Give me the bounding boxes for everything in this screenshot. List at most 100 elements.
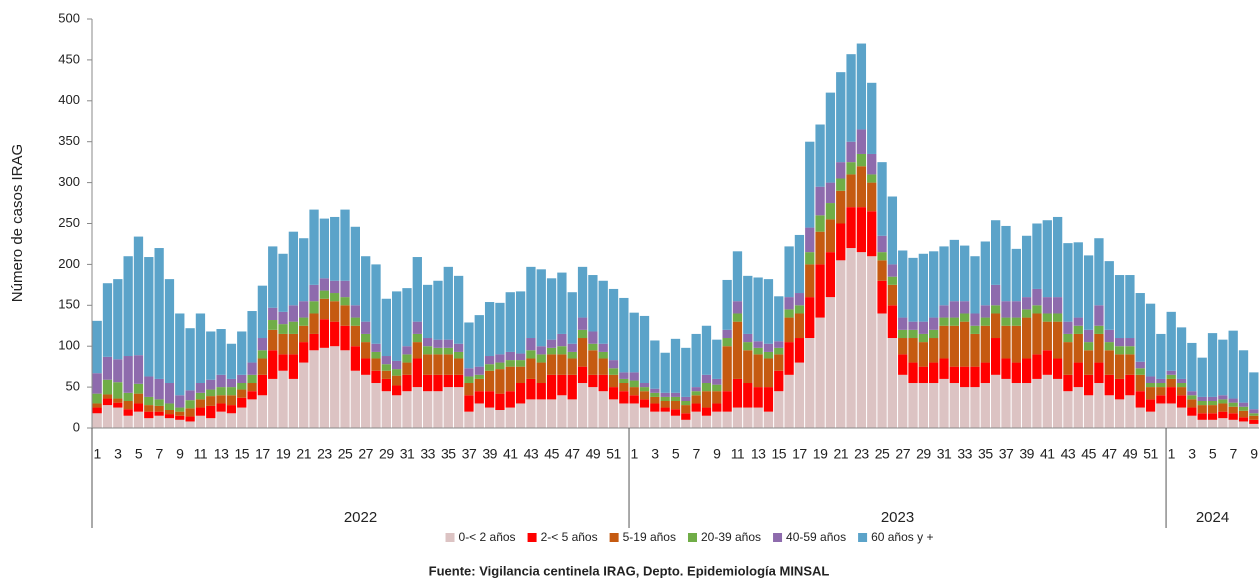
bar-segment xyxy=(371,343,381,352)
x-tick-label: 23 xyxy=(317,446,332,462)
bar-segment xyxy=(1001,317,1011,326)
bar-segment xyxy=(980,241,990,306)
bar-segment xyxy=(805,338,815,428)
bar-segment xyxy=(381,356,391,365)
bar-segment xyxy=(794,362,805,428)
legend-swatch xyxy=(609,533,619,542)
bar-segment xyxy=(991,284,1001,306)
bar-segment xyxy=(350,305,360,318)
bar-segment xyxy=(949,301,959,318)
bar-segment xyxy=(1063,342,1073,375)
bar-segment xyxy=(102,356,113,380)
y-tick-label: 450 xyxy=(58,51,80,66)
bar-segment xyxy=(908,257,918,322)
x-tick-label: 7 xyxy=(155,446,163,462)
bar-segment xyxy=(288,354,299,379)
bar-segment xyxy=(257,350,268,359)
bar-segment xyxy=(402,391,412,428)
bar-segment xyxy=(515,366,526,384)
bar-segment xyxy=(288,305,299,322)
bar-segment xyxy=(557,333,567,347)
bar-segment xyxy=(701,374,712,384)
bar-segment xyxy=(195,383,206,393)
bar-segment xyxy=(495,410,505,428)
bar-segment xyxy=(815,264,825,318)
bar-segment xyxy=(268,307,278,321)
bar-segment xyxy=(753,387,763,408)
bar-segment xyxy=(939,325,949,359)
x-tick-label: 51 xyxy=(606,446,621,462)
bar-segment xyxy=(743,333,753,343)
bar-segment xyxy=(92,403,102,408)
bar-segment xyxy=(1207,396,1218,402)
bar-segment xyxy=(1001,378,1011,428)
bar-segment xyxy=(918,321,929,334)
bar-segment xyxy=(856,43,867,130)
x-tick-label: 29 xyxy=(379,446,394,462)
bar-segment xyxy=(1021,235,1032,298)
bar-segment xyxy=(1176,387,1187,396)
bar-segment xyxy=(1114,338,1125,347)
bar-segment xyxy=(319,319,330,348)
legend-swatch xyxy=(858,533,868,542)
bar-segment xyxy=(650,396,660,404)
bar-segment xyxy=(980,317,990,326)
bar-segment xyxy=(608,368,619,375)
bar-segment xyxy=(1114,378,1125,400)
bar-segment xyxy=(505,366,515,392)
bar-segment xyxy=(1073,325,1083,334)
bar-segment xyxy=(1083,342,1094,351)
bar-segment xyxy=(113,407,123,428)
bar-segment xyxy=(464,411,474,428)
bar-segment xyxy=(350,370,360,428)
bar-segment xyxy=(1052,321,1063,359)
bar-segment xyxy=(309,313,319,334)
bar-segment xyxy=(918,333,929,343)
bar-segment xyxy=(206,379,216,390)
bar-segment xyxy=(898,317,908,330)
bar-segment xyxy=(1094,238,1104,306)
bar-segment xyxy=(453,358,464,375)
bar-segment xyxy=(887,276,898,285)
bar-segment xyxy=(960,245,970,302)
bar-segment xyxy=(929,251,939,318)
bar-segment xyxy=(1218,399,1228,404)
bar-segment xyxy=(929,338,939,363)
bar-segment xyxy=(526,350,536,359)
bar-segment xyxy=(144,376,154,397)
bar-segment xyxy=(960,313,970,322)
bar-segment xyxy=(299,301,309,318)
bar-segment xyxy=(1135,368,1145,375)
bar-segment xyxy=(195,392,206,400)
y-tick-label: 300 xyxy=(58,174,80,189)
bar-segment xyxy=(722,411,732,428)
bar-segment xyxy=(577,338,588,367)
bar-segment xyxy=(722,279,732,330)
bar-segment xyxy=(536,383,546,400)
bar-segment xyxy=(825,219,836,253)
bar-segment xyxy=(1073,362,1083,388)
bar-segment xyxy=(794,313,805,339)
bar-segment xyxy=(1207,413,1218,420)
bar-segment xyxy=(1156,387,1166,396)
bar-segment xyxy=(722,329,732,339)
bar-segment xyxy=(670,392,681,397)
y-tick-label: 0 xyxy=(73,419,80,434)
x-tick-label: 27 xyxy=(358,446,373,462)
bar-segment xyxy=(1032,354,1042,379)
bar-segment xyxy=(577,317,588,330)
bar-segment xyxy=(1032,288,1042,306)
bar-segment xyxy=(577,366,588,384)
bar-segment xyxy=(908,329,918,339)
bar-segment xyxy=(753,277,763,342)
bar-segment xyxy=(1052,358,1063,379)
bar-segment xyxy=(877,162,887,236)
bar-segment xyxy=(970,325,980,334)
bar-segment xyxy=(774,341,784,348)
bar-segment xyxy=(712,339,722,379)
x-tick-label: 19 xyxy=(276,446,291,462)
x-tick-label: 13 xyxy=(751,446,766,462)
bar-segment xyxy=(1063,321,1073,334)
bar-segment xyxy=(412,387,422,428)
bar-segment xyxy=(691,391,701,396)
